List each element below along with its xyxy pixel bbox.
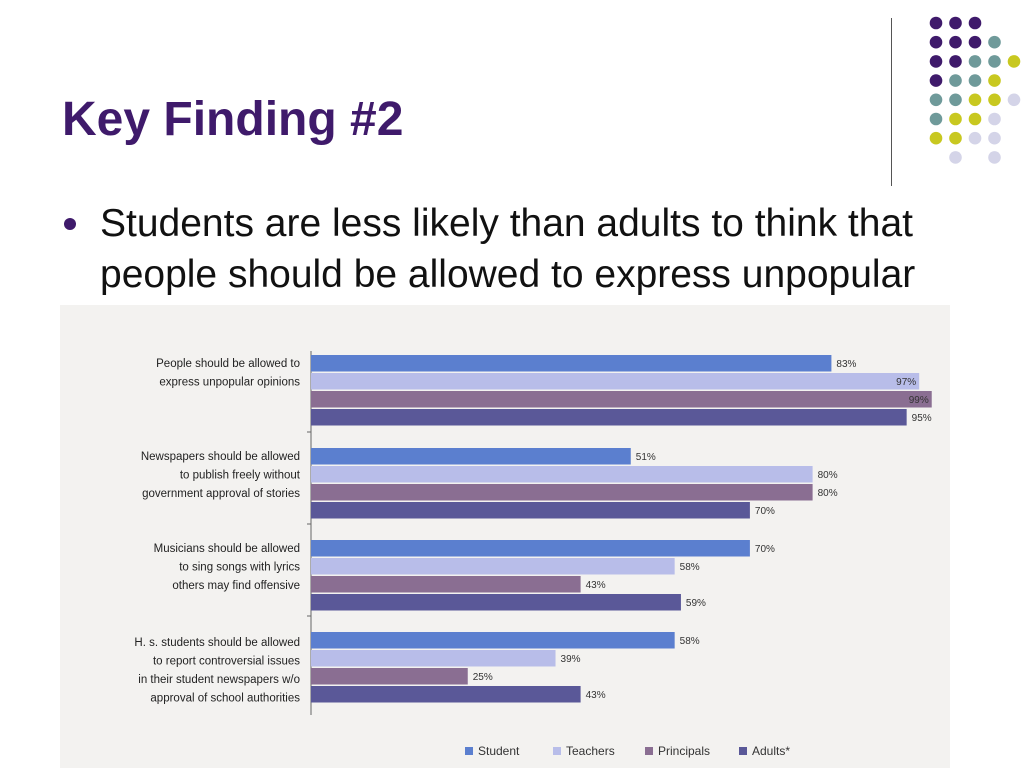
data-label: 59% — [686, 598, 706, 609]
category-label: H. s. students should be allowed to repor… — [134, 637, 300, 705]
slide-title: Key Finding #2 — [62, 93, 404, 146]
decor-dot — [988, 55, 1001, 68]
bar-principals — [311, 576, 581, 593]
bar-teachers — [311, 558, 675, 575]
decor-dot — [949, 35, 962, 49]
decor-dot — [1007, 93, 1021, 107]
bar-student — [311, 632, 675, 649]
decor-dot — [968, 112, 982, 126]
data-label: 95% — [912, 413, 932, 424]
decor-dot — [949, 74, 962, 87]
decor-dot — [988, 151, 1001, 164]
bar-teachers — [311, 466, 813, 483]
decor-dot — [988, 74, 1001, 87]
data-label: 80% — [818, 470, 838, 481]
decor-dot — [949, 112, 962, 126]
decor-dot — [929, 112, 943, 126]
data-label: 39% — [561, 654, 581, 665]
decor-dot — [949, 93, 962, 107]
bar-teachers — [311, 650, 556, 667]
bar-principals — [311, 391, 932, 408]
bar-chart: People should be allowed to express unpop… — [60, 305, 950, 768]
data-label: 99% — [909, 395, 929, 406]
decor-dot — [968, 55, 982, 68]
decor-dot — [988, 93, 1001, 107]
chart-canvas: People should be allowed to express unpop… — [60, 305, 950, 768]
bar-student — [311, 448, 631, 465]
decor-dot — [988, 112, 1001, 126]
data-label: 58% — [680, 562, 700, 573]
category-label: Musicians should be allowed to sing songs… — [154, 543, 301, 592]
bar-adults — [311, 594, 681, 611]
decor-dot — [968, 131, 982, 145]
bar-student — [311, 540, 750, 557]
decor-dot — [968, 35, 982, 49]
decorative-dot-grid — [929, 16, 1021, 164]
decor-dot — [949, 55, 962, 68]
data-label: 83% — [836, 359, 856, 370]
category-label: People should be allowed to express unpop… — [156, 358, 300, 389]
decor-dot — [968, 16, 982, 30]
legend-label: Principals — [658, 744, 710, 758]
bullet-text: Students are less likely than adults to … — [100, 202, 916, 347]
data-label: 51% — [636, 452, 656, 463]
data-label: 70% — [755, 544, 775, 555]
decor-dot — [988, 35, 1001, 49]
bar-adults — [311, 409, 907, 426]
data-label: 80% — [818, 488, 838, 499]
title-divider — [891, 18, 892, 186]
decor-dot — [968, 93, 982, 107]
bar-principals — [311, 484, 813, 501]
data-label: 70% — [755, 506, 775, 517]
bar-principals — [311, 668, 468, 685]
bullet-item: Students are less likely than adults to … — [62, 198, 982, 351]
decor-dot — [949, 131, 962, 145]
legend-swatch — [739, 747, 747, 755]
decor-dot — [949, 16, 962, 30]
bar-teachers — [311, 373, 920, 390]
data-label: 58% — [680, 636, 700, 647]
category-label: Newspapers should be allowed to publish f… — [141, 451, 301, 500]
decor-dot — [929, 35, 943, 49]
decor-dot — [968, 74, 982, 87]
legend-swatch — [465, 747, 473, 755]
legend-label: Teachers — [566, 744, 615, 758]
decor-dot — [929, 55, 943, 68]
decor-dot — [929, 93, 943, 107]
decor-dot — [929, 16, 943, 30]
data-label: 43% — [586, 690, 606, 701]
data-label: 25% — [473, 672, 493, 683]
legend-label: Adults* — [752, 744, 790, 758]
data-label: 43% — [586, 580, 606, 591]
decor-dot — [1007, 55, 1021, 68]
legend-swatch — [645, 747, 653, 755]
bar-student — [311, 355, 832, 372]
bar-adults — [311, 502, 750, 519]
decor-dot — [988, 131, 1001, 145]
bullet-icon — [64, 218, 76, 230]
legend-swatch — [553, 747, 561, 755]
bar-adults — [311, 686, 581, 703]
data-label: 97% — [896, 377, 916, 388]
decor-dot — [929, 131, 943, 145]
decor-dot — [929, 74, 943, 87]
legend-label: Student — [478, 744, 520, 758]
decor-dot — [949, 151, 962, 164]
